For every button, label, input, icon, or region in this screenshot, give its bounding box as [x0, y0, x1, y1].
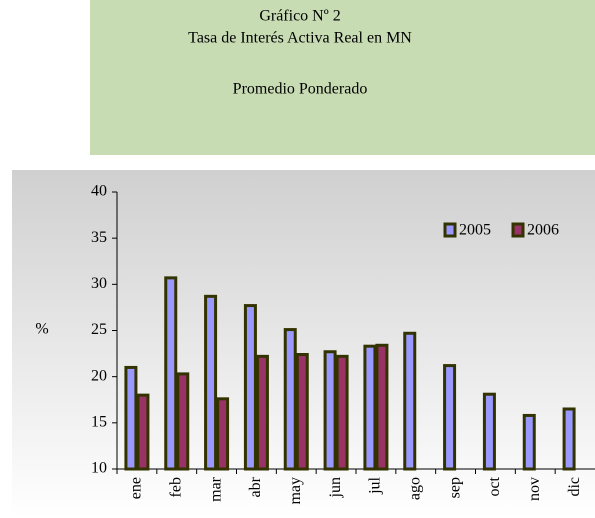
bar	[204, 294, 218, 471]
y-tick-label: 20	[91, 367, 107, 384]
bar	[323, 350, 337, 471]
legend-swatch	[511, 222, 525, 238]
bar	[243, 304, 257, 471]
bar	[562, 407, 576, 471]
y-tick-label: 30	[91, 275, 107, 292]
bar	[136, 393, 150, 471]
bar	[124, 365, 138, 471]
bar	[283, 328, 297, 471]
x-tick-label: jun	[327, 477, 344, 498]
y-tick-label: 35	[91, 229, 107, 246]
x-tick-label: dic	[566, 477, 583, 497]
y-tick-label: 25	[91, 321, 107, 338]
bar	[176, 372, 190, 471]
x-tick-label: ago	[406, 477, 423, 500]
bar	[335, 354, 349, 471]
bar	[375, 343, 389, 471]
x-tick-label: jul	[367, 476, 384, 494]
bar	[403, 331, 417, 471]
x-tick-label: feb	[167, 477, 184, 497]
bar	[255, 354, 269, 471]
x-tick-label: mar	[207, 476, 224, 502]
legend-label: 2005	[459, 222, 491, 239]
y-axis-label: %	[35, 321, 48, 338]
legend-swatch	[443, 222, 457, 238]
x-tick-label: nov	[526, 477, 543, 501]
bar	[443, 364, 457, 471]
bar	[363, 344, 377, 471]
chart-subtitle: Promedio Ponderado	[233, 81, 368, 98]
bar	[164, 276, 178, 471]
bar	[482, 392, 496, 471]
y-tick-label: 40	[91, 183, 107, 200]
x-tick-label: may	[287, 477, 304, 505]
bar	[295, 353, 309, 471]
x-tick-label: abr	[247, 476, 264, 497]
y-tick-label: 10	[91, 460, 107, 477]
x-tick-label: oct	[486, 476, 503, 496]
x-tick-label: sep	[446, 477, 463, 498]
y-tick-label: 15	[91, 414, 107, 431]
title-box	[90, 0, 595, 155]
chart-title: Tasa de Interés Activa Real en MN	[188, 30, 412, 47]
chart-title: Gráfico Nº 2	[259, 8, 340, 25]
bar	[216, 397, 230, 471]
bar	[522, 413, 536, 471]
legend-label: 2006	[527, 222, 559, 239]
x-tick-label: ene	[128, 477, 145, 499]
